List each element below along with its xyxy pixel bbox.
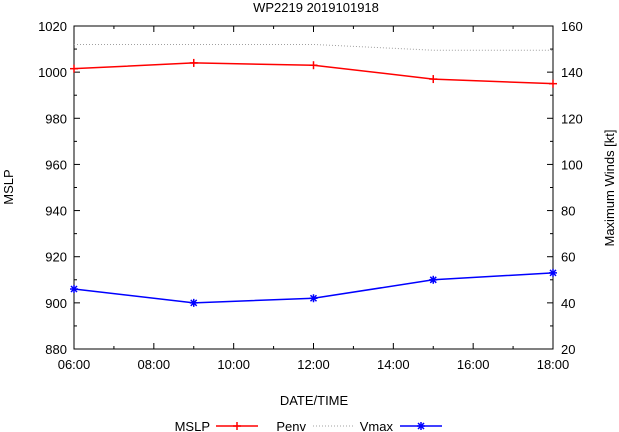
y-left-tick-label: 1000: [38, 65, 67, 80]
legend: MSLP Penv Vmax: [175, 419, 442, 432]
y-axis-left-label: MSLP: [1, 169, 16, 204]
point-marker: [309, 294, 318, 302]
y-right-tick-label: 160: [561, 19, 583, 34]
y-right-tick-label: 100: [561, 157, 583, 172]
y-axis-right: 20 40 60 80 100 120 140 160: [547, 19, 583, 357]
series-line-reference: [74, 43, 553, 51]
y-right-tick-label: 20: [561, 342, 575, 357]
legend-label: Vmax: [360, 419, 394, 432]
y-axis-left: 880 900 920 940 960 980 1000 1020: [38, 19, 80, 357]
series-vmax: [70, 268, 557, 307]
x-tick-label: 08:00: [138, 357, 171, 372]
y-left-tick-label: 920: [45, 250, 67, 265]
x-tick-label: 06:00: [58, 357, 91, 372]
point-marker: [70, 285, 78, 293]
x-tick-label: 12:00: [297, 357, 330, 372]
y-left-tick-label: 1020: [38, 19, 67, 34]
legend-label: Penv: [276, 419, 306, 432]
y-right-tick-label: 80: [561, 204, 575, 219]
y-left-tick-label: 940: [45, 204, 67, 219]
x-tick-label: 18:00: [537, 357, 570, 372]
x-axis: 06:00 08:00 10:00 12:00 14:00 16:00 18:00: [58, 26, 570, 372]
point-marker: [190, 299, 198, 307]
point-marker: [417, 422, 425, 430]
y-left-tick-label: 900: [45, 296, 67, 311]
x-tick-label: 16:00: [457, 357, 490, 372]
series-layer: [70, 43, 557, 307]
series-reference: [74, 43, 553, 51]
y-axis-right-label: Maximum Winds [kt]: [602, 129, 617, 246]
y-right-tick-label: 120: [561, 111, 583, 126]
y-left-tick-label: 980: [45, 111, 67, 126]
y-left-tick-label: 880: [45, 342, 67, 357]
x-tick-label: 10:00: [217, 357, 250, 372]
point-marker: [429, 276, 437, 284]
point-marker: [549, 269, 557, 277]
y-right-tick-label: 60: [561, 250, 575, 265]
y-right-tick-label: 140: [561, 65, 583, 80]
series-penv: [70, 58, 557, 88]
y-right-tick-label: 40: [561, 296, 575, 311]
x-axis-label: DATE/TIME: [280, 393, 349, 408]
x-tick-label: 14:00: [377, 357, 410, 372]
legend-label: MSLP: [175, 419, 210, 432]
y-left-tick-label: 960: [45, 157, 67, 172]
chart-title: WP2219 2019101918: [253, 0, 379, 15]
